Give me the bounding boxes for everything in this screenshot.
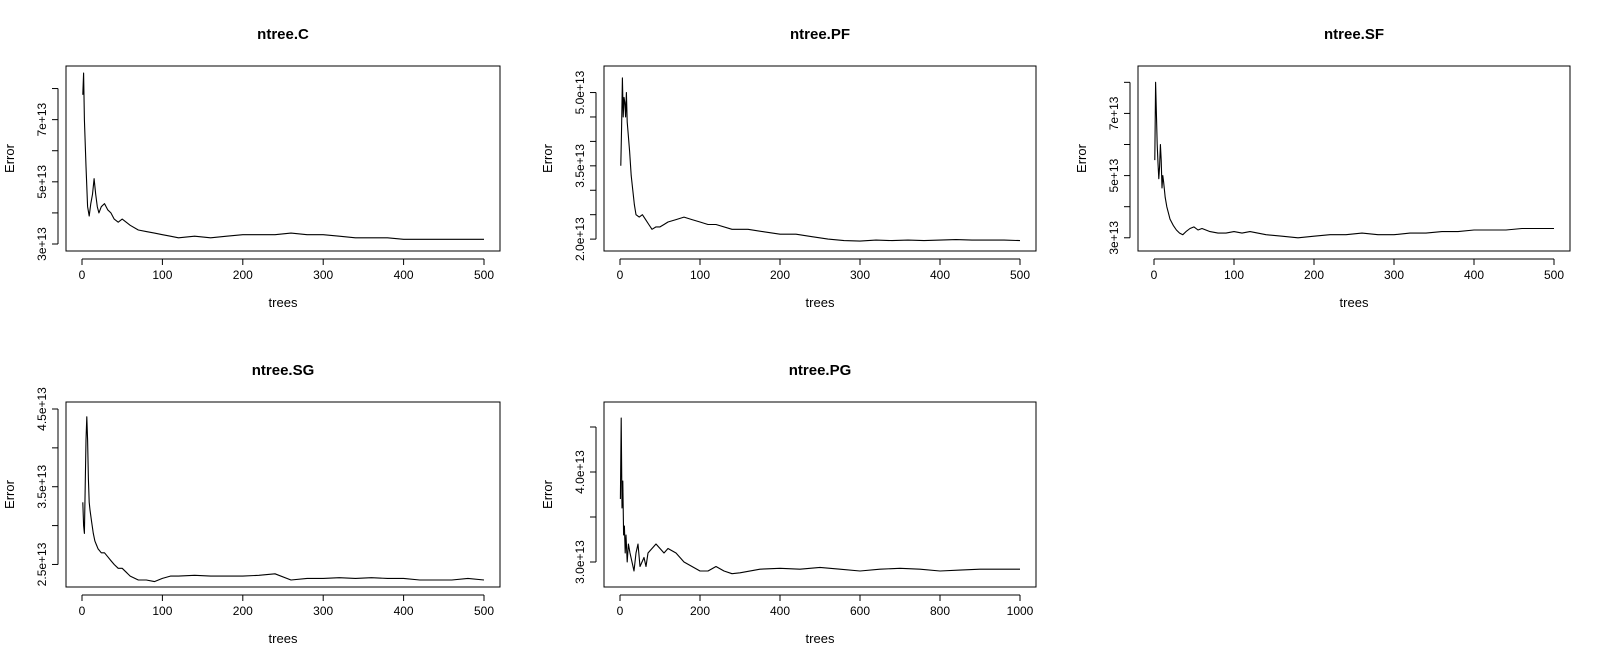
x-axis-label: trees [806, 295, 835, 310]
x-tick-label: 400 [770, 604, 790, 618]
y-tick-label: 3.0e+13 [573, 540, 587, 584]
y-tick-label: 3e+13 [35, 227, 49, 261]
y-axis-label: Error [540, 479, 555, 509]
y-tick-label: 5e+13 [1107, 158, 1121, 192]
chart-title: ntree.C [257, 26, 309, 43]
chart-panel: ntree.C 0 100 200 300 400 500 trees 3e+13 5e+13 7e… [2, 26, 501, 310]
chart-panel: ntree.PG 0 200 400 600 800 1000 trees 3.0e+13 4.0… [540, 362, 1037, 646]
x-axis-label: trees [1340, 295, 1369, 310]
x-tick-label: 500 [1544, 268, 1564, 282]
x-tick-label: 400 [394, 268, 414, 282]
x-axis-label: trees [269, 295, 298, 310]
y-tick-label: 5e+13 [35, 165, 49, 199]
error-series-line [82, 416, 485, 583]
error-series-line [1154, 81, 1554, 239]
chart-title: ntree.PG [789, 362, 852, 379]
x-tick-label: 100 [690, 268, 710, 282]
x-tick-label: 500 [1010, 268, 1030, 282]
x-tick-label: 300 [1384, 268, 1404, 282]
x-tick-label: 500 [474, 604, 494, 618]
x-tick-label: 1000 [1007, 604, 1034, 618]
x-tick-label: 200 [690, 604, 710, 618]
plot-frame [603, 65, 1037, 252]
y-axis-label: Error [2, 479, 17, 509]
x-tick-label: 300 [313, 604, 333, 618]
error-series-line [620, 77, 1021, 242]
x-tick-label: 400 [930, 268, 950, 282]
y-axis-label: Error [540, 143, 555, 173]
x-tick-label: 100 [152, 268, 172, 282]
x-tick-label: 800 [930, 604, 950, 618]
error-series-line [619, 417, 1020, 575]
x-axis-label: trees [269, 631, 298, 646]
y-tick-label: 5.0e+13 [573, 70, 587, 114]
x-tick-label: 200 [233, 268, 253, 282]
chart-panel: ntree.SF 0 100 200 300 400 500 trees 3e+13 5e+13 7… [1074, 26, 1571, 310]
x-axis-label: trees [806, 631, 835, 646]
y-axis-label: Error [2, 143, 17, 173]
y-axis-label: Error [1074, 143, 1089, 173]
chart-title: ntree.SG [252, 362, 315, 379]
y-tick-label: 2.0e+13 [573, 217, 587, 261]
x-tick-label: 200 [1304, 268, 1324, 282]
y-tick-label: 7e+13 [1107, 96, 1121, 130]
chart-title: ntree.PF [790, 26, 850, 43]
x-tick-label: 300 [313, 268, 333, 282]
x-tick-label: 0 [79, 604, 86, 618]
plot-frame [1137, 65, 1571, 252]
x-tick-label: 100 [1224, 268, 1244, 282]
x-tick-label: 300 [850, 268, 870, 282]
x-tick-label: 200 [770, 268, 790, 282]
y-tick-label: 3.5e+13 [573, 144, 587, 188]
y-tick-label: 4.0e+13 [573, 450, 587, 494]
x-tick-label: 600 [850, 604, 870, 618]
y-tick-label: 7e+13 [35, 102, 49, 136]
y-tick-label: 4.5e+13 [35, 387, 49, 431]
y-tick-label: 2.5e+13 [35, 542, 49, 586]
plot-frame [65, 65, 501, 252]
chart-panel: ntree.PF 0 100 200 300 400 500 trees 2.0e+13 3.5e… [540, 26, 1037, 310]
chart-panel: ntree.SG 0 100 200 300 400 500 trees 2.5e+13 3.5e… [2, 362, 501, 646]
x-tick-label: 500 [474, 268, 494, 282]
x-tick-label: 0 [1151, 268, 1158, 282]
x-tick-label: 0 [617, 604, 624, 618]
x-tick-label: 0 [79, 268, 86, 282]
plot-frame [65, 401, 501, 588]
error-series-line [82, 72, 484, 240]
x-tick-label: 200 [233, 604, 253, 618]
x-tick-label: 400 [1464, 268, 1484, 282]
y-tick-label: 3.5e+13 [35, 465, 49, 509]
x-tick-label: 100 [152, 604, 172, 618]
chart-title: ntree.SF [1324, 26, 1384, 43]
y-tick-label: 3e+13 [1107, 221, 1121, 255]
x-tick-label: 400 [394, 604, 414, 618]
x-tick-label: 0 [617, 268, 624, 282]
plot-frame [603, 401, 1037, 588]
